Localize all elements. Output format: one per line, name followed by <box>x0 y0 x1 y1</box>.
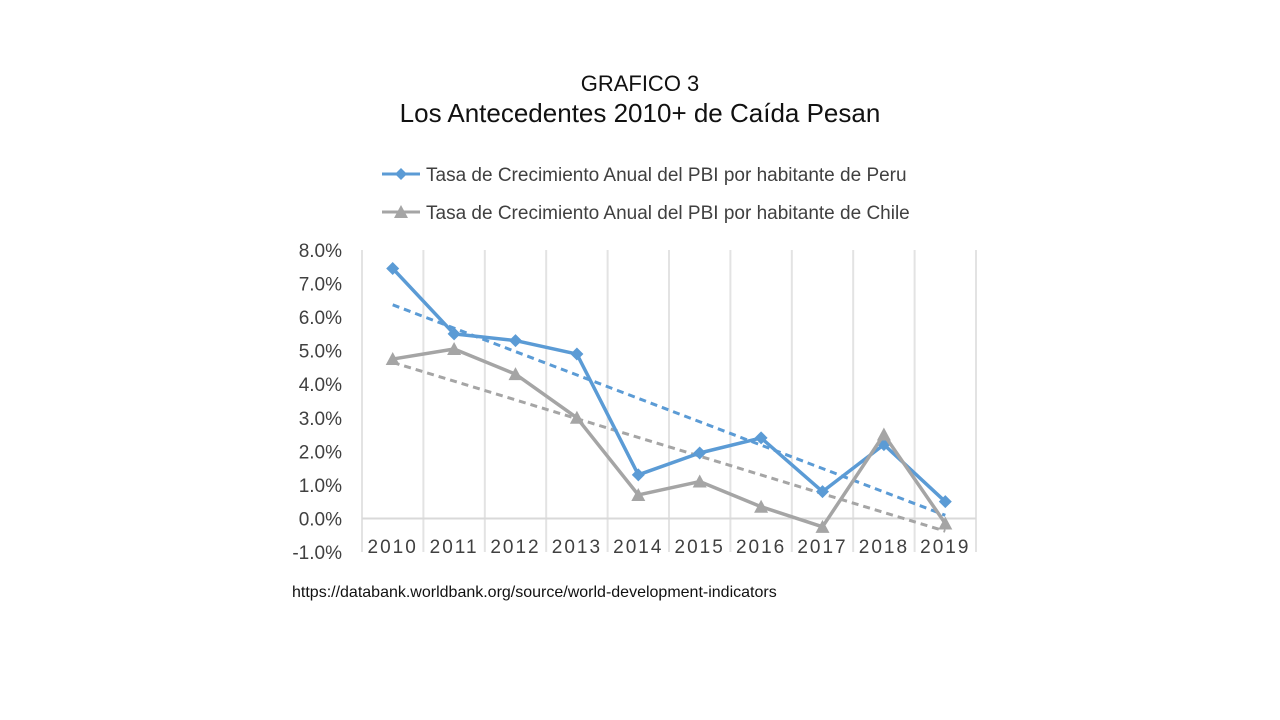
y-tick-label: 7.0% <box>299 275 342 296</box>
y-tick-label: 1.0% <box>299 476 342 497</box>
series-line-chile <box>392 347 947 529</box>
data-point-chile-2012 <box>508 367 523 381</box>
x-tick-label-2013: 2013 <box>552 537 602 558</box>
x-tick-label-2010: 2010 <box>368 537 418 558</box>
legend-item-peru: Tasa de Crecimiento Anual del PBI por ha… <box>382 165 907 186</box>
legend: Tasa de Crecimiento Anual del PBI por ha… <box>382 165 910 224</box>
grid <box>361 250 977 552</box>
series-line-peru <box>391 267 947 503</box>
x-tick-label-2011: 2011 <box>430 537 479 558</box>
data-point-peru-2016 <box>754 431 768 445</box>
data-point-peru-2011 <box>447 327 461 341</box>
x-tick-label-2015: 2015 <box>675 537 725 558</box>
data-point-chile-2016 <box>754 499 769 513</box>
legend-marker-chile-triangle <box>394 205 408 218</box>
data-point-peru-2019 <box>938 495 952 509</box>
legend-label-chile: Tasa de Crecimiento Anual del PBI por ha… <box>426 203 910 224</box>
y-tick-label: 5.0% <box>299 342 342 363</box>
chart-title-line1: GRAFICO 3 <box>581 71 700 96</box>
y-tick-label: 2.0% <box>299 442 342 463</box>
y-axis-ticks: 8.0% 7.0% 6.0% 5.0% 4.0% 3.0% 2.0% 1.0% 0.0% -1.0… <box>292 241 342 564</box>
chart-title-line2: Los Antecedentes 2010+ de Caída Pesan <box>400 98 881 128</box>
x-axis-ticks: 2010 2011 2012 2013 2014 2015 2016 2017 2018 2019 <box>368 537 970 558</box>
x-tick-label-2017: 2017 <box>797 537 847 558</box>
data-point-chile-2013 <box>569 410 584 424</box>
data-point-peru-2012 <box>509 334 522 348</box>
data-point-chile-2018 <box>876 427 891 441</box>
data-point-chile-2019 <box>938 516 953 530</box>
y-tick-label: 3.0% <box>299 409 342 430</box>
data-point-chile-2017 <box>815 519 830 533</box>
data-point-chile-2015 <box>692 474 707 488</box>
x-tick-label-2012: 2012 <box>490 537 540 558</box>
data-point-peru-2017 <box>816 485 829 499</box>
y-tick-label: 4.0% <box>299 375 342 396</box>
data-point-peru-2015 <box>693 446 707 460</box>
trendline-chile <box>392 360 946 533</box>
data-point-chile-2011 <box>447 341 462 355</box>
y-tick-label: -1.0% <box>292 543 342 564</box>
data-point-peru-2014 <box>631 468 645 482</box>
y-tick-label: 8.0% <box>299 241 342 262</box>
x-tick-label-2019: 2019 <box>920 537 970 558</box>
x-tick-label-2016: 2016 <box>736 537 786 558</box>
x-tick-label-2014: 2014 <box>613 537 663 558</box>
legend-item-chile: Tasa de Crecimiento Anual del PBI por ha… <box>382 203 910 224</box>
y-tick-label: 0.0% <box>299 509 342 530</box>
data-point-peru-2010 <box>386 261 400 275</box>
legend-label-peru: Tasa de Crecimiento Anual del PBI por ha… <box>426 165 907 186</box>
data-point-peru-2013 <box>570 347 584 361</box>
x-tick-label-2018: 2018 <box>859 537 909 558</box>
source-citation: https://databank.worldbank.org/source/wo… <box>292 584 777 601</box>
legend-marker-peru-diamond <box>395 168 407 180</box>
y-tick-label: 6.0% <box>299 308 342 329</box>
data-point-chile-2010 <box>385 352 400 366</box>
series-group <box>385 261 953 533</box>
data-point-chile-2014 <box>631 487 646 501</box>
